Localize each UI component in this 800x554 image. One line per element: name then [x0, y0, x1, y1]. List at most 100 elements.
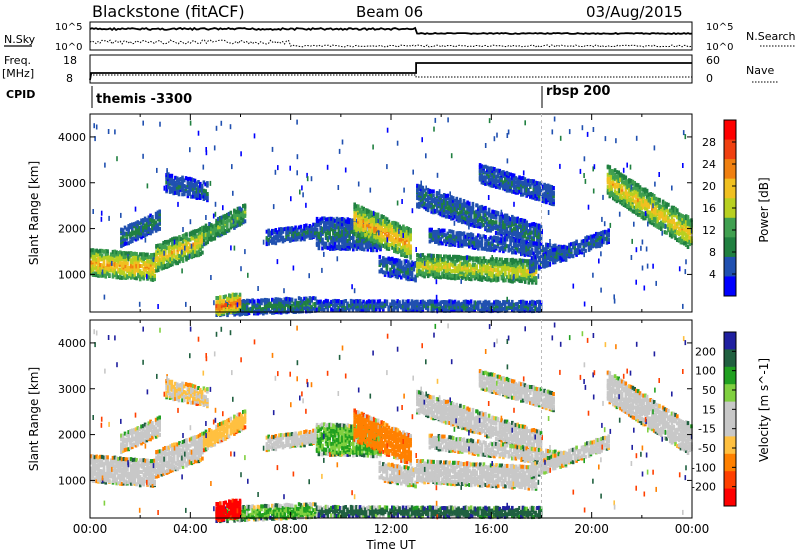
heatmap-cell-2327: [398, 241, 401, 245]
heatmap-cell-538: [187, 237, 190, 242]
heatmap-cell-2048: [353, 228, 356, 232]
heatmap-cell-2700: [451, 305, 455, 310]
heatmap-cell-864: [186, 194, 190, 199]
heatmap-cell-878: [188, 176, 191, 181]
heatmap-cell-2724: [460, 301, 464, 306]
heatmap-cell-1606: [333, 218, 337, 223]
heatmap-cell-2054: [353, 209, 356, 214]
heatmap-cell-1397: [314, 296, 317, 301]
heatmap-cell-2392: [407, 227, 411, 232]
heatmap-cell-1559: [326, 219, 330, 224]
heatmap-cell-1363: [303, 306, 306, 311]
heatmap-cell-230: [129, 251, 133, 256]
heatmap-cell-2934: [389, 267, 392, 272]
heatmap-cell-2: [90, 267, 93, 272]
heatmap-cell-703: [222, 214, 225, 219]
heatmap-cell-1686: [346, 238, 350, 243]
heatmap-cell-2275: [389, 227, 392, 232]
heatmap-cell-1621: [337, 240, 341, 245]
heatmap-cell-679: [217, 225, 220, 230]
heatmap-cell-3256: [462, 199, 466, 203]
heatmap-cell-561: [192, 242, 195, 247]
heatmap-cell-2186: [375, 227, 378, 232]
heatmap-cell-3277: [468, 213, 471, 218]
heatmap-cell-2593: [405, 302, 408, 307]
heatmap-cell-1702: [348, 228, 351, 233]
heatmap-cell-2388: [407, 237, 411, 242]
heatmap-cell-2881: [532, 300, 536, 305]
heatmap-cell-1925: [274, 241, 278, 246]
heatmap-cell-693: [220, 225, 224, 230]
heatmap-cell-709: [224, 216, 227, 220]
heatmap-cell-2867: [527, 308, 530, 313]
heatmap-cell-2466: [344, 308, 347, 313]
heatmap-cell-974: [129, 239, 132, 244]
heatmap-cell-999: [134, 224, 138, 229]
heatmap-cell-452: [171, 250, 174, 255]
heatmap-cell-3156: [443, 201, 446, 205]
heatmap-cell-81: [104, 274, 108, 279]
cpid-segment-0: themis -3300: [96, 92, 192, 107]
heatmap-cell-3059: [421, 196, 425, 201]
heatmap-cell-1264: [272, 304, 276, 309]
heatmap-cell-1459: [231, 301, 235, 306]
heatmap-cell-448: [171, 259, 174, 264]
heatmap-cell-3356: [486, 211, 489, 216]
heatmap-cell-1710: [350, 236, 353, 240]
heatmap-cell-1511: [317, 235, 321, 239]
heatmap-cell-170: [120, 275, 124, 280]
heatmap-cell-275: [138, 273, 142, 277]
heatmap-cell-672: [215, 223, 218, 228]
heatmap-cell-2845: [518, 309, 521, 313]
heatmap-cell-572: [194, 237, 197, 242]
heatmap-cell-2946: [392, 269, 396, 274]
heatmap-cell-1650: [341, 229, 344, 234]
heatmap-cell-187: [122, 263, 126, 268]
heatmap-cell-12: [91, 264, 95, 269]
heatmap-cell-1533: [321, 216, 324, 221]
heatmap-cell-528: [185, 238, 188, 243]
heatmap-cell-824: [174, 190, 177, 195]
heatmap-cell-1505: [315, 219, 319, 224]
heatmap-cell-1530: [321, 229, 324, 234]
heatmap-cell-2993: [405, 274, 408, 279]
heatmap-cell-23: [93, 263, 97, 268]
heatmap-cell-659: [211, 224, 215, 229]
heatmap-cell-1214: [254, 303, 258, 308]
heatmap-cell-3444: [507, 230, 511, 235]
heatmap-cell-1994: [297, 235, 301, 240]
heatmap-cell-1440: [226, 307, 229, 311]
heatmap-cell-39: [95, 248, 98, 253]
heatmap-cell-2201: [376, 212, 380, 217]
heatmap-cell-2612: [414, 306, 417, 311]
heatmap-cell-2893: [537, 299, 541, 304]
heatmap-cell-2553: [383, 299, 387, 304]
heatmap-cell-2035: [312, 234, 315, 238]
heatmap-cell-3178: [448, 215, 451, 219]
heatmap-cell-1546: [324, 231, 328, 236]
heatmap-cell-1687: [346, 233, 350, 238]
heatmap-cell-2024: [308, 229, 312, 234]
heatmap-cell-2951: [392, 258, 396, 263]
heatmap-cell-4: [90, 260, 93, 265]
heatmap-cell-3026: [414, 274, 417, 279]
heatmap-cell-892: [193, 194, 197, 199]
heatmap-cell-2347: [402, 244, 405, 249]
heatmap-cell-832: [175, 182, 179, 187]
heatmap-cell-2158: [369, 214, 373, 218]
heatmap-cell-2666: [437, 302, 441, 307]
heatmap-cell-1921: [272, 239, 276, 244]
heatmap-cell-146: [115, 256, 118, 261]
heatmap-cell-2022: [308, 233, 312, 238]
heatmap-cell-3060: [421, 194, 425, 199]
heatmap-cell-992: [132, 222, 136, 227]
heatmap-cell-1648: [341, 236, 344, 241]
heatmap-cell-2842: [516, 307, 519, 312]
heatmap-cell-22: [93, 265, 97, 270]
heatmap-cell-1022: [140, 218, 143, 223]
heatmap-cell-1695: [348, 244, 351, 249]
heatmap-cell-688: [218, 218, 222, 223]
heatmap-cell-915: [199, 188, 202, 193]
heatmap-cell-2187: [375, 223, 378, 228]
heatmap-cell-4785: [607, 232, 610, 237]
